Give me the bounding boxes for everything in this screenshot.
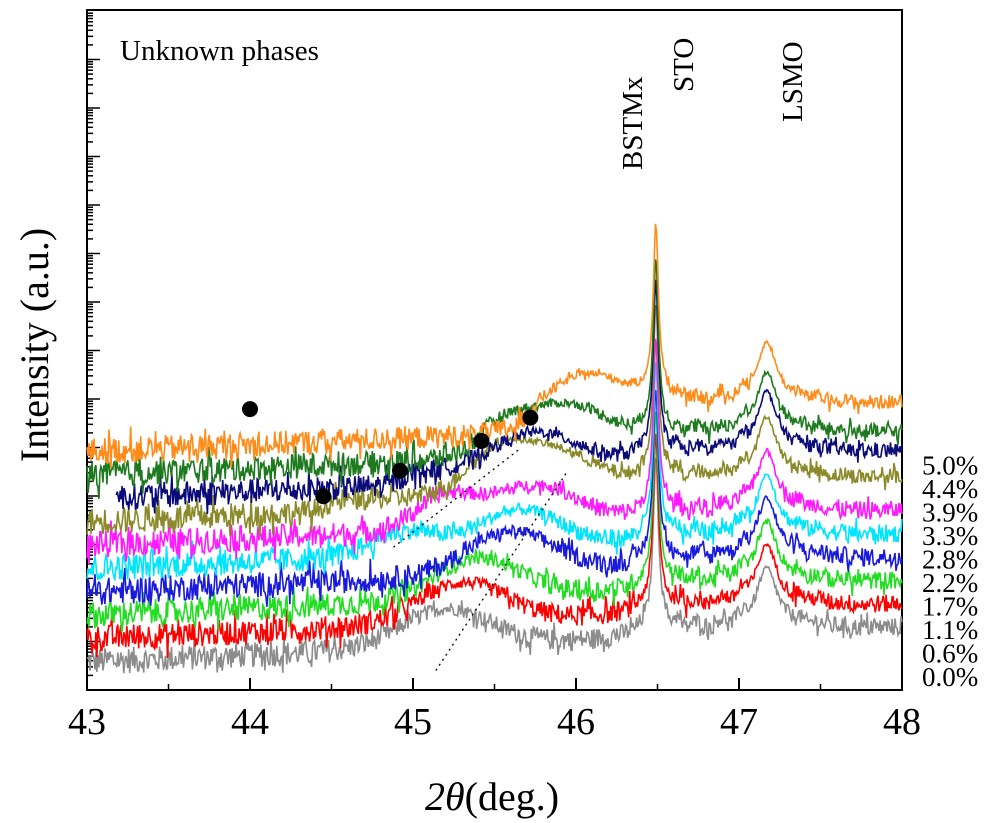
annotation-lsmo: LSMO: [777, 41, 809, 122]
series-label: 2.8%: [922, 545, 978, 575]
series-layer: [86, 223, 903, 674]
series-label: 3.9%: [922, 498, 978, 528]
series-label: 3.3%: [922, 521, 978, 551]
series-line-3-9pct: [115, 279, 903, 514]
y-axis-title: Intensity (a.u.): [12, 228, 57, 462]
x-axis-unit: (deg.): [465, 774, 559, 819]
x-axis-title: 2θ(deg.): [425, 774, 559, 819]
unknown-phase-marker: [391, 462, 408, 479]
x-tick-label: 48: [883, 701, 921, 743]
series-label: 1.7%: [922, 592, 978, 622]
guide-lines: [393, 448, 569, 671]
series-line-2-8pct: [86, 338, 903, 565]
series-line-2-2pct: [86, 362, 903, 581]
x-tick-label: 47: [720, 701, 758, 743]
unknown-phase-marker: [473, 433, 490, 449]
series-line-4-4pct: [86, 259, 903, 499]
series-label: 2.2%: [922, 568, 978, 598]
series-label: 4.4%: [922, 474, 978, 504]
x-tick-label: 43: [68, 701, 106, 743]
x-tick-label: 44: [231, 701, 269, 743]
series-label: 0.0%: [922, 662, 978, 692]
series-label: 0.6%: [922, 639, 978, 669]
x-axis-symbol: 2θ: [425, 774, 465, 819]
series-label: 1.1%: [922, 615, 978, 645]
x-tick-label: 45: [394, 701, 432, 743]
x-tick-label: 46: [557, 701, 595, 743]
marker-layer: [242, 401, 539, 505]
annotation-unknown-phases: Unknown phases: [120, 35, 319, 67]
guide-line: [393, 448, 520, 548]
series-line-0-0pct: [86, 456, 903, 674]
series-line-0-6pct: [86, 433, 903, 659]
guide-line: [435, 470, 569, 671]
series-line-5-0pct: [86, 223, 903, 469]
unknown-phase-marker: [522, 409, 539, 426]
unknown-phase-marker: [315, 488, 332, 505]
series-label: 5.0%: [922, 451, 978, 481]
annotation-sto: STO: [668, 38, 700, 92]
series-line-1-7pct: [86, 389, 903, 607]
series-labels: 0.0%0.6%1.1%1.7%2.2%2.8%3.3%3.9%4.4%5.0%: [922, 451, 978, 692]
series-line-1-1pct: [86, 410, 903, 633]
unknown-phase-marker: [242, 401, 258, 418]
annotation-bstm: BSTMx: [617, 76, 649, 170]
x-ticks: 43 44 45 46 47 48: [68, 678, 921, 743]
